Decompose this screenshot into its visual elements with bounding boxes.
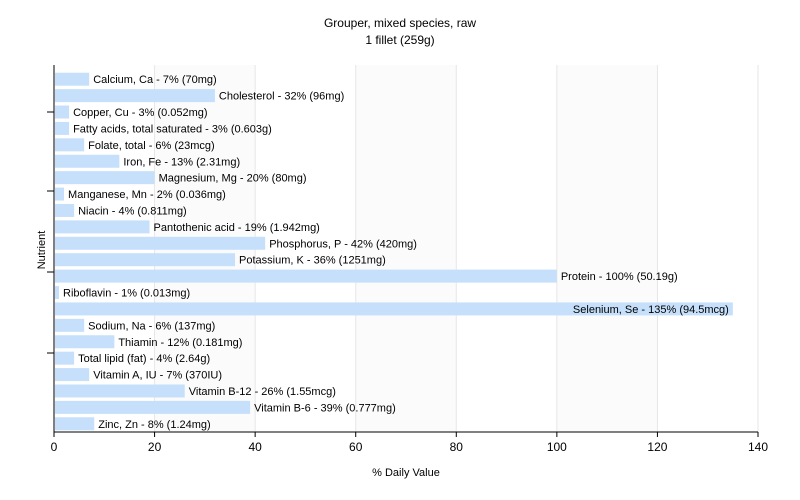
plot-band [255, 65, 356, 432]
bar [55, 384, 185, 398]
bar [55, 171, 155, 185]
bar [55, 236, 266, 250]
x-tick-label: 140 [748, 440, 768, 454]
bar [55, 105, 70, 119]
x-tick-label: 0 [51, 440, 58, 454]
chart-subtitle: 1 fillet (259g) [365, 33, 434, 47]
bar [55, 89, 215, 103]
x-axis-label: % Daily Value [372, 467, 440, 479]
bar-label: Iron, Fe - 13% (2.31mg) [123, 156, 240, 168]
bar-label: Protein - 100% (50.19g) [561, 271, 678, 283]
x-tick-label: 80 [450, 440, 464, 454]
bar [55, 138, 85, 152]
bar [55, 269, 557, 283]
x-ticks: 0 20 40 60 80 100 120 140 [51, 432, 768, 454]
bar-labels: Calcium, Ca - 7% (70mg)Cholesterol - 32%… [63, 74, 729, 431]
bar [55, 220, 150, 234]
bar-label: Vitamin B-6 - 39% (0.777mg) [254, 402, 396, 414]
bar [55, 335, 115, 349]
bar [55, 286, 60, 300]
x-tick-label: 120 [647, 440, 667, 454]
y-axis-label: Nutrient [36, 231, 48, 270]
x-tick-label: 100 [547, 440, 567, 454]
plot-background [54, 65, 758, 432]
bar [55, 187, 65, 201]
bar [55, 400, 251, 414]
bar-label: Sodium, Na - 6% (137mg) [88, 320, 215, 332]
x-tick-label: 20 [148, 440, 162, 454]
plot-band [657, 65, 758, 432]
bar [55, 253, 236, 267]
plot-band [456, 65, 557, 432]
bar [55, 318, 85, 332]
bar-label: Manganese, Mn - 2% (0.036mg) [68, 189, 226, 201]
bars [55, 72, 733, 431]
bar [55, 121, 70, 135]
bar-label: Vitamin A, IU - 7% (370IU) [93, 370, 222, 382]
bar-label: Total lipid (fat) - 4% (2.64g) [78, 353, 210, 365]
bar-label: Selenium, Se - 135% (94.5mcg) [573, 304, 729, 316]
bar-label: Calcium, Ca - 7% (70mg) [93, 74, 216, 86]
bar-label: Fatty acids, total saturated - 3% (0.603… [73, 123, 272, 135]
bar-label: Riboflavin - 1% (0.013mg) [63, 288, 190, 300]
bar-label: Phosphorus, P - 42% (420mg) [269, 238, 417, 250]
bar [55, 203, 75, 217]
x-tick-label: 60 [349, 440, 363, 454]
chart-title: Grouper, mixed species, raw [324, 16, 476, 30]
bar-label: Folate, total - 6% (23mcg) [88, 140, 215, 152]
bar [55, 154, 120, 168]
bar [55, 351, 75, 365]
bar-label: Magnesium, Mg - 20% (80mg) [159, 173, 307, 185]
plot-band [355, 65, 457, 432]
bar-label: Cholesterol - 32% (96mg) [219, 91, 344, 103]
bar [55, 302, 733, 316]
axes [47, 65, 758, 433]
plot-band [556, 65, 658, 432]
bar [55, 417, 95, 431]
bar-label: Pantothenic acid - 19% (1.942mg) [154, 222, 320, 234]
bar-label: Vitamin B-12 - 26% (1.55mcg) [189, 386, 336, 398]
bar-label: Zinc, Zn - 8% (1.24mg) [98, 419, 210, 431]
bar-label: Thiamin - 12% (0.181mg) [118, 337, 242, 349]
bar [55, 368, 90, 382]
bar-label: Copper, Cu - 3% (0.052mg) [73, 107, 208, 119]
bar-label: Potassium, K - 36% (1251mg) [239, 255, 386, 267]
bar [55, 72, 90, 86]
x-tick-label: 40 [248, 440, 262, 454]
bar-label: Niacin - 4% (0.811mg) [78, 205, 187, 217]
